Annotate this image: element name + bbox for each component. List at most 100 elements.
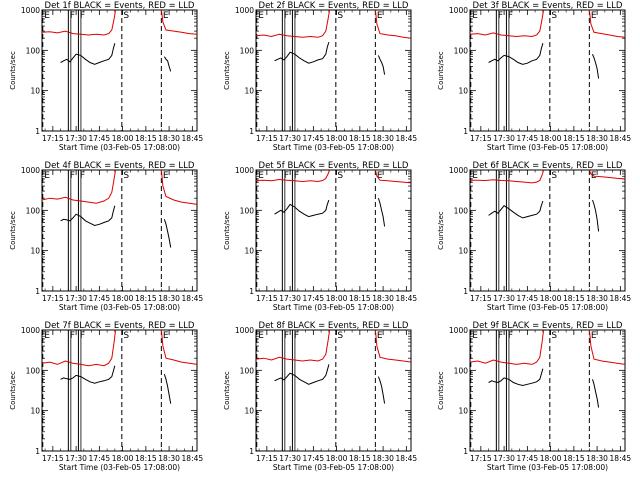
x-tick-label: 18:30 bbox=[586, 134, 608, 143]
series-lld-segment-2 bbox=[374, 169, 412, 184]
marker-label: E bbox=[44, 331, 50, 341]
marker-label: F bbox=[80, 11, 85, 21]
y-axis-label: Counts/sec bbox=[9, 211, 17, 250]
y-tick-label: 1000 bbox=[235, 6, 254, 15]
marker-label: S bbox=[123, 331, 129, 341]
x-tick-label: 17:45 bbox=[517, 294, 539, 303]
x-tick-label: 17:45 bbox=[89, 134, 111, 143]
marker-label: F bbox=[70, 171, 75, 181]
x-tick-label: 18:45 bbox=[396, 134, 418, 143]
marker-label: S bbox=[551, 331, 557, 341]
x-tick-label: 18:00 bbox=[326, 134, 348, 143]
y-axis-label: Counts/sec bbox=[9, 51, 17, 90]
y-tick-label: 1 bbox=[35, 127, 40, 136]
x-tick-label: 18:15 bbox=[349, 134, 371, 143]
plot-frame bbox=[469, 169, 626, 292]
x-tick-label: 18:15 bbox=[563, 134, 585, 143]
panel-title: Det 2f BLACK = Events, RED = LLD bbox=[259, 1, 409, 11]
series-lld-segment-2 bbox=[588, 169, 626, 180]
x-axis-label: Start Time (03-Feb-05 17:08:00) bbox=[273, 463, 394, 472]
y-tick-label: 1 bbox=[463, 127, 468, 136]
x-tick-label: 18:00 bbox=[112, 454, 134, 463]
marker-label: F bbox=[294, 11, 299, 21]
marker-label: E bbox=[591, 331, 597, 341]
plot-frame bbox=[41, 169, 198, 292]
y-tick-label: 10 bbox=[30, 87, 40, 96]
y-axis-label: Counts/sec bbox=[437, 51, 445, 90]
y-axis-label: Counts/sec bbox=[223, 211, 231, 250]
series-events-segment-2 bbox=[163, 374, 172, 404]
x-tick-label: 17:15 bbox=[470, 454, 492, 463]
x-tick-label: 17:30 bbox=[65, 454, 87, 463]
y-tick-label: 100 bbox=[26, 206, 41, 215]
x-tick-label: 17:15 bbox=[256, 294, 278, 303]
x-tick-label: 17:15 bbox=[470, 134, 492, 143]
x-axis-label: Start Time (03-Feb-05 17:08:00) bbox=[273, 303, 394, 312]
marker-label: E bbox=[377, 331, 383, 341]
series-lld-segment-1 bbox=[41, 9, 117, 36]
x-tick-label: 17:45 bbox=[303, 454, 325, 463]
x-tick-label: 18:45 bbox=[182, 454, 204, 463]
series-lld-segment-1 bbox=[41, 329, 117, 367]
series-lld-segment-1 bbox=[255, 169, 331, 183]
marker-label: E bbox=[472, 331, 478, 341]
x-tick-label: 18:00 bbox=[540, 454, 562, 463]
series-lld-segment-2 bbox=[160, 329, 198, 365]
x-tick-label: 18:15 bbox=[349, 294, 371, 303]
series-events-segment-1 bbox=[60, 365, 116, 384]
y-tick-label: 10 bbox=[244, 87, 254, 96]
panel-title: Det 8f BLACK = Events, RED = LLD bbox=[259, 321, 409, 331]
x-tick-label: 18:30 bbox=[158, 454, 180, 463]
x-tick-label: 18:15 bbox=[135, 294, 157, 303]
marker-label: E bbox=[377, 171, 383, 181]
marker-label: E bbox=[258, 11, 264, 21]
series-events-segment-2 bbox=[163, 56, 172, 72]
x-axis-label: Start Time (03-Feb-05 17:08:00) bbox=[487, 143, 608, 152]
x-tick-label: 18:00 bbox=[326, 454, 348, 463]
y-tick-label: 10 bbox=[30, 407, 40, 416]
panel-title: Det 1f BLACK = Events, RED = LLD bbox=[45, 1, 195, 11]
y-tick-label: 10 bbox=[458, 87, 468, 96]
series-lld-segment-2 bbox=[374, 9, 412, 39]
y-axis-label: Counts/sec bbox=[223, 51, 231, 90]
x-tick-label: 17:30 bbox=[493, 134, 515, 143]
y-axis-label: Counts/sec bbox=[9, 371, 17, 410]
y-tick-label: 1000 bbox=[449, 166, 468, 175]
x-axis-label: Start Time (03-Feb-05 17:08:00) bbox=[487, 463, 608, 472]
y-tick-label: 1 bbox=[35, 287, 40, 296]
y-tick-label: 1000 bbox=[449, 326, 468, 335]
plot-frame bbox=[255, 9, 412, 132]
marker-label: S bbox=[551, 171, 557, 181]
y-tick-label: 100 bbox=[240, 46, 255, 55]
plot-frame bbox=[41, 9, 198, 132]
series-events-segment-1 bbox=[274, 41, 330, 64]
marker-label: F bbox=[508, 171, 513, 181]
marker-label: S bbox=[337, 331, 343, 341]
series-events-segment-2 bbox=[377, 55, 386, 75]
detector-panel-3: Det 3f BLACK = Events, RED = LLD 1 10 100 10… bbox=[437, 1, 631, 152]
marker-label: F bbox=[508, 11, 513, 21]
x-tick-label: 18:15 bbox=[135, 454, 157, 463]
y-tick-label: 10 bbox=[244, 407, 254, 416]
marker-label: E bbox=[472, 11, 478, 21]
series-events-segment-1 bbox=[488, 368, 544, 387]
x-tick-label: 17:30 bbox=[493, 294, 515, 303]
series-lld-segment-2 bbox=[588, 9, 626, 38]
y-tick-label: 1000 bbox=[21, 166, 40, 175]
series-lld-segment-1 bbox=[255, 329, 331, 362]
marker-label: F bbox=[498, 11, 503, 21]
y-tick-label: 100 bbox=[26, 366, 41, 375]
x-tick-label: 17:15 bbox=[42, 294, 64, 303]
series-lld-segment-2 bbox=[160, 169, 198, 205]
x-tick-label: 18:00 bbox=[326, 294, 348, 303]
x-tick-label: 18:30 bbox=[372, 454, 394, 463]
y-tick-label: 100 bbox=[26, 46, 41, 55]
x-tick-label: 18:45 bbox=[610, 294, 632, 303]
series-events-segment-2 bbox=[592, 199, 600, 232]
x-tick-label: 18:30 bbox=[372, 294, 394, 303]
y-tick-label: 1 bbox=[249, 127, 254, 136]
plot-frame bbox=[41, 329, 198, 452]
detector-panel-9: Det 9f BLACK = Events, RED = LLD 1 10 100 10… bbox=[437, 321, 631, 472]
y-tick-label: 100 bbox=[454, 366, 469, 375]
series-events-segment-1 bbox=[60, 205, 116, 227]
